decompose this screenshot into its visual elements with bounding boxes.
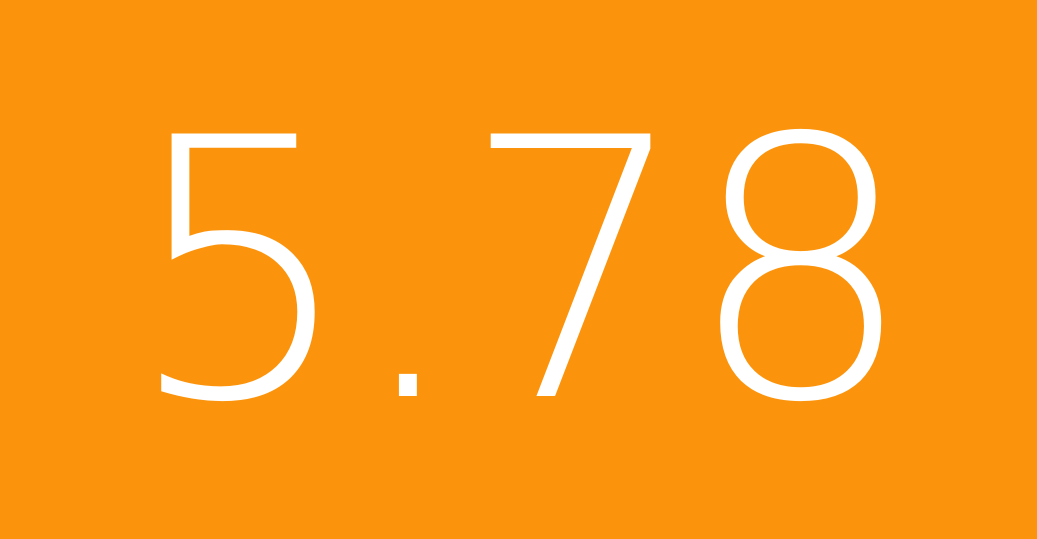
value-text: 5.78: [125, 62, 916, 481]
